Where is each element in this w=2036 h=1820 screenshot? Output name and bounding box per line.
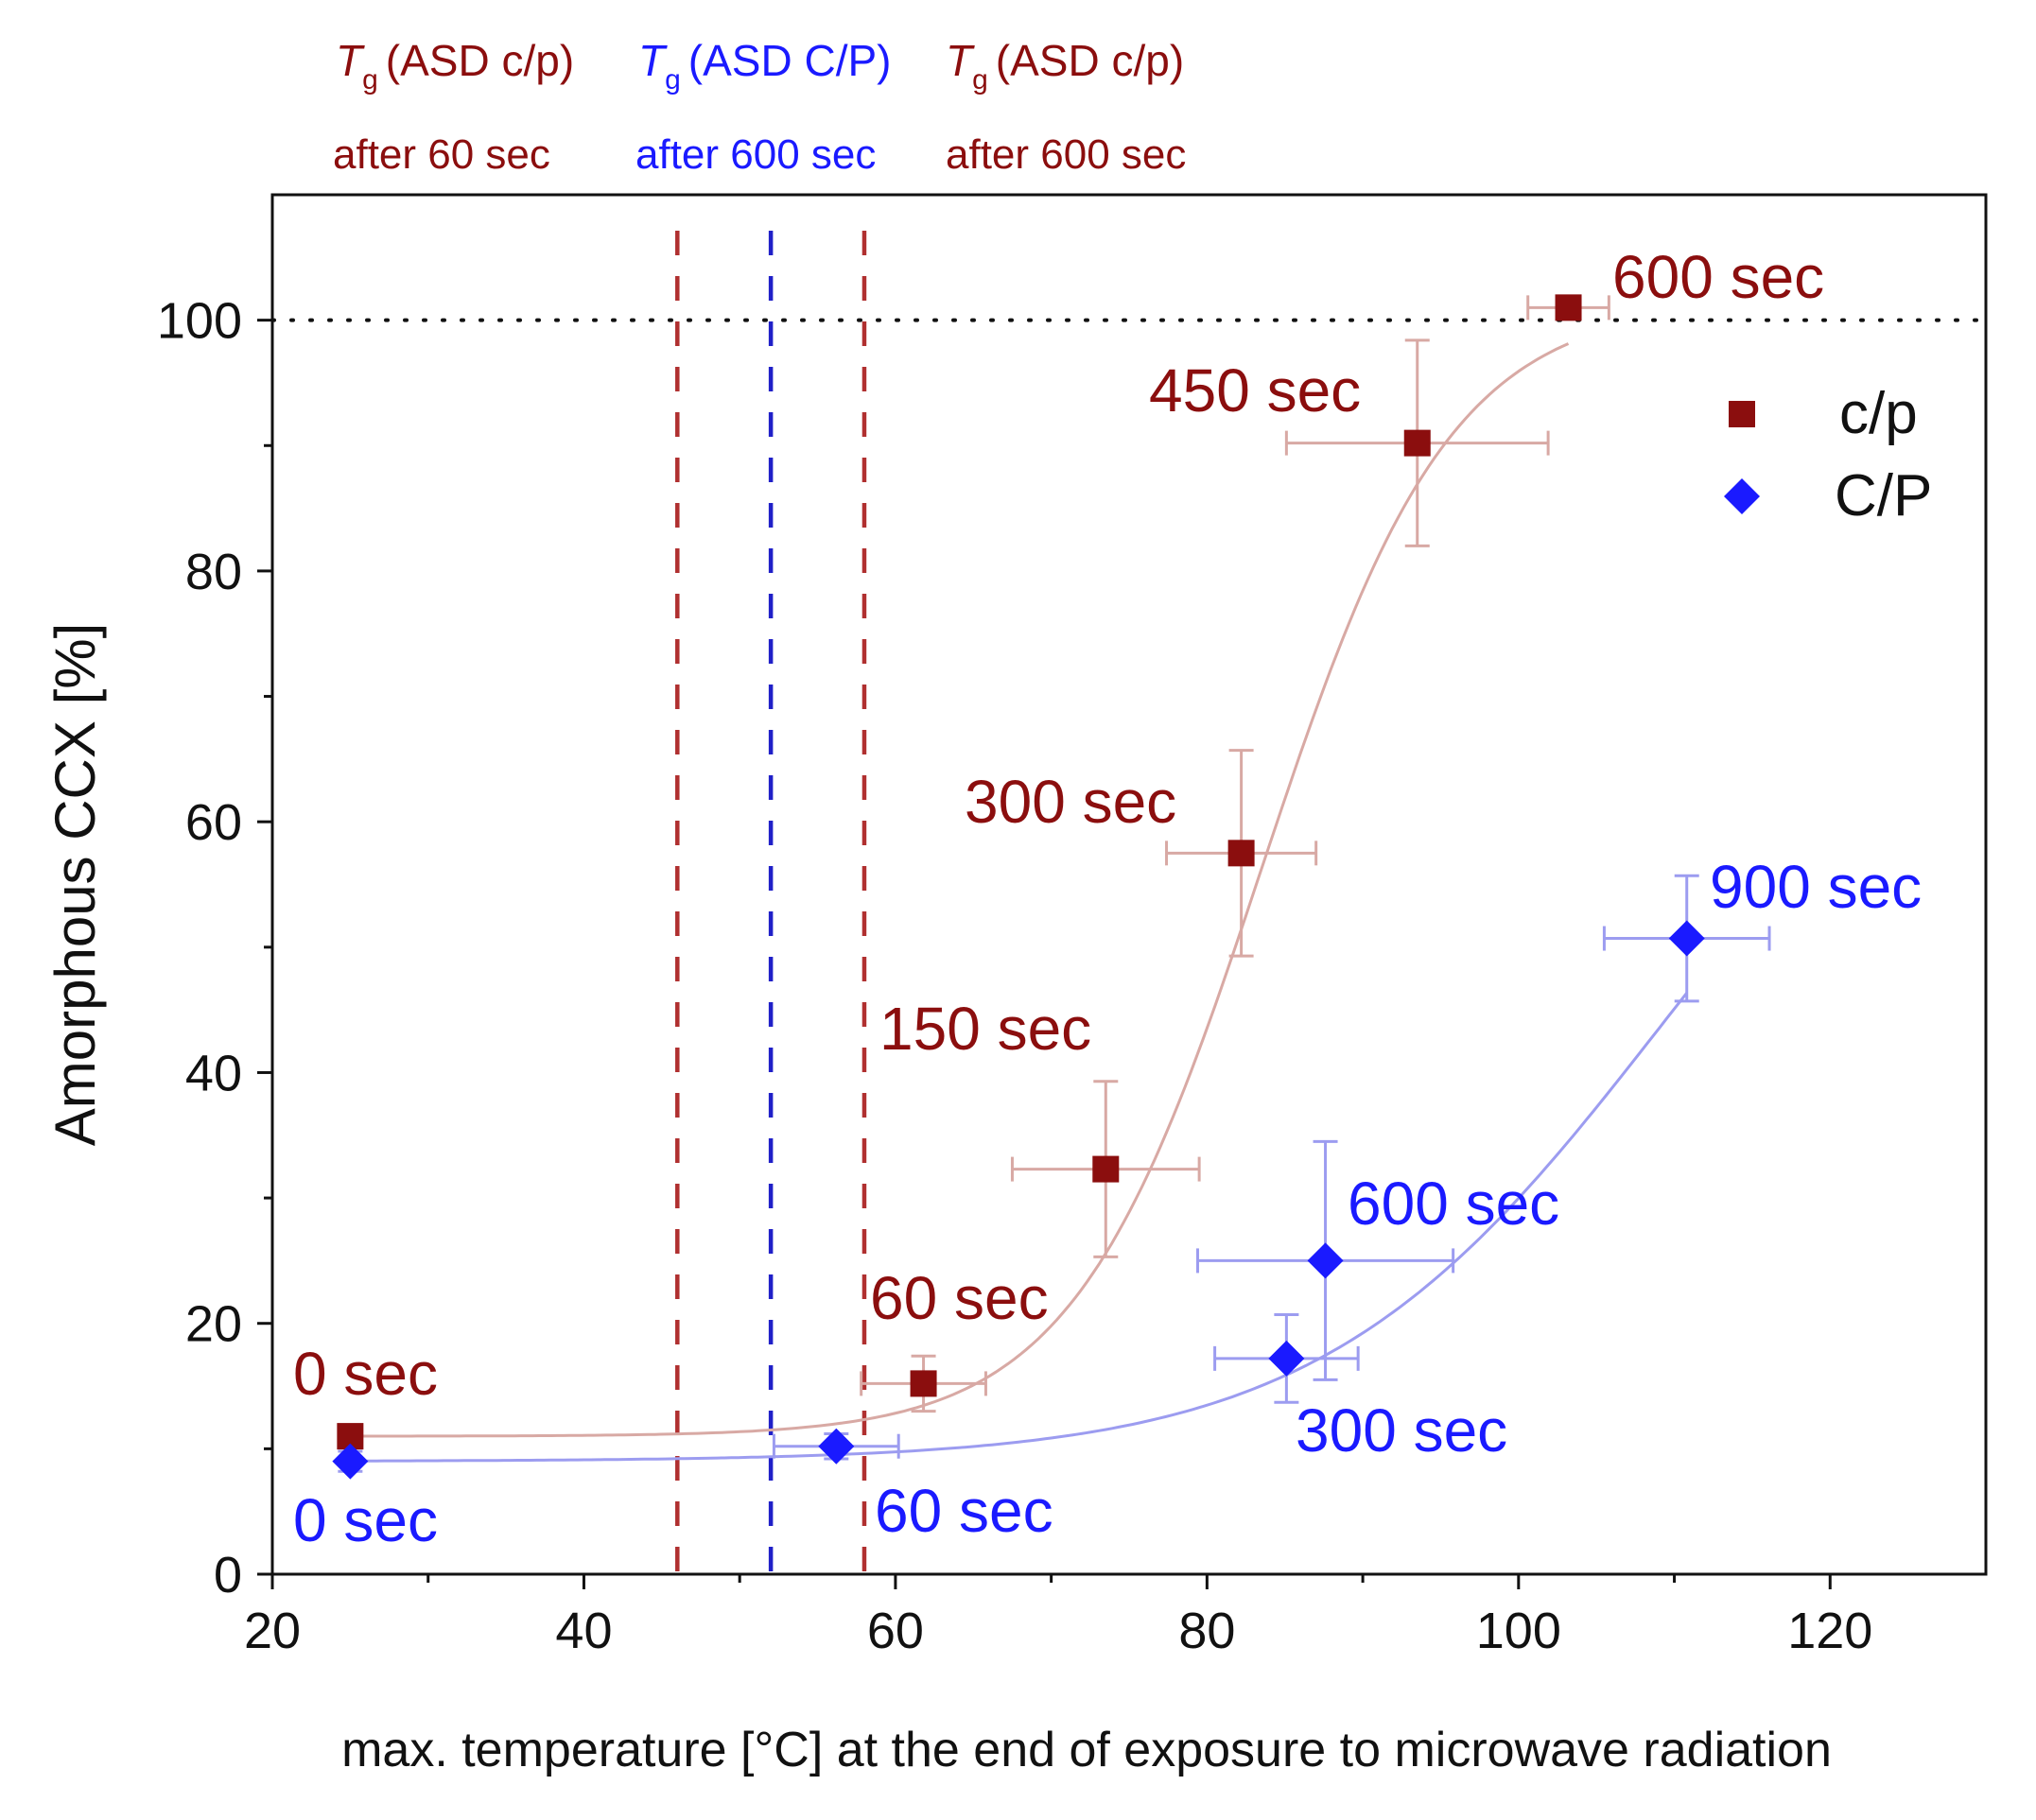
data-point-c/p-4: [1403, 429, 1431, 457]
data-point-C/P-3: [1307, 1242, 1344, 1279]
x-tick-label-4: 100: [1476, 1603, 1561, 1659]
point-label-c/p-2: 150 sec: [879, 995, 1091, 1063]
plot-frame: [270, 193, 1988, 1576]
data-point-c/p-1: [910, 1370, 937, 1397]
point-label-c/p-4: 450 sec: [1149, 356, 1361, 425]
fit-curves: [350, 342, 1688, 1463]
point-label-C/P-0: 0 sec: [293, 1486, 438, 1554]
x-tick-label-0: 20: [244, 1603, 301, 1659]
data-point-C/P-1: [818, 1428, 855, 1465]
y-tick-label-4: 80: [185, 544, 242, 600]
legend-label-cp: c/p: [1839, 381, 1918, 446]
tg-subtitle-2: after 600 sec: [946, 131, 1186, 178]
data-point-C/P-4: [1668, 920, 1705, 957]
data-point-C/P-0: [332, 1443, 369, 1480]
y-tick-label-1: 20: [185, 1296, 242, 1353]
point-label-c/p-1: 60 sec: [870, 1264, 1049, 1332]
tg-symbol: T: [638, 36, 668, 85]
error-bars: [338, 295, 1771, 1473]
y-tick-label-3: 60: [185, 794, 242, 851]
tg-symbol: T: [336, 36, 365, 85]
y-tick-label-2: 40: [185, 1045, 242, 1101]
y-tick-label-0: 0: [214, 1547, 242, 1603]
y-axis-label: Amorphous CCX [%]: [44, 623, 107, 1147]
fit-curve-c/p: [350, 342, 1570, 1438]
data-point-c/p-3: [1227, 840, 1255, 867]
point-label-c/p-5: 600 sec: [1612, 243, 1824, 311]
tg-symbol: T: [946, 36, 975, 85]
tg-subscript: g: [972, 64, 988, 95]
point-label-C/P-4: 900 sec: [1710, 853, 1922, 921]
tg-title-text: (ASD C/P): [688, 36, 892, 85]
legend-marker-CP: [1724, 478, 1760, 514]
tg-subscript: g: [362, 64, 378, 95]
point-label-c/p-0: 0 sec: [293, 1340, 438, 1408]
data-point-c/p-5: [1555, 294, 1582, 321]
point-label-C/P-3: 600 sec: [1348, 1170, 1559, 1238]
tg-title-0: Tg (ASD c/p): [336, 36, 574, 95]
x-tick-label-1: 40: [555, 1603, 612, 1659]
x-tick-label-2: 60: [867, 1603, 924, 1659]
tg-title-text: (ASD c/p): [386, 36, 574, 85]
tg-title-2: Tg (ASD c/p): [946, 36, 1184, 95]
x-tick-label-5: 120: [1787, 1603, 1872, 1659]
tg-title-text: (ASD c/p): [996, 36, 1184, 85]
legend: c/p C/P: [1724, 381, 1932, 529]
x-tick-label-3: 80: [1178, 1603, 1235, 1659]
y-tick-label-5: 100: [157, 293, 242, 350]
tg-subscript: g: [665, 64, 681, 95]
legend-label-CP: C/P: [1835, 463, 1932, 529]
tg-title-1: Tg (ASD C/P): [638, 36, 891, 95]
point-label-c/p-3: 300 sec: [965, 768, 1176, 836]
data-point-C/P-2: [1268, 1340, 1305, 1377]
point-labels: 0 sec 60 sec 150 sec 300 sec 450 sec 600 sec 0…: [293, 243, 1922, 1554]
reference-lines: [270, 231, 1988, 1574]
data-point-c/p-2: [1092, 1155, 1120, 1183]
tg-subtitle-1: after 600 sec: [635, 131, 876, 178]
x-axis-label: max. temperature [°C] at the end of expo…: [341, 1723, 1832, 1777]
legend-marker-cp: [1729, 401, 1755, 427]
point-label-C/P-2: 300 sec: [1296, 1396, 1507, 1465]
point-label-C/P-1: 60 sec: [875, 1477, 1053, 1545]
data-markers: [332, 294, 1705, 1480]
fit-curve-C/P: [350, 992, 1688, 1463]
tg-subtitle-0: after 60 sec: [333, 131, 550, 178]
